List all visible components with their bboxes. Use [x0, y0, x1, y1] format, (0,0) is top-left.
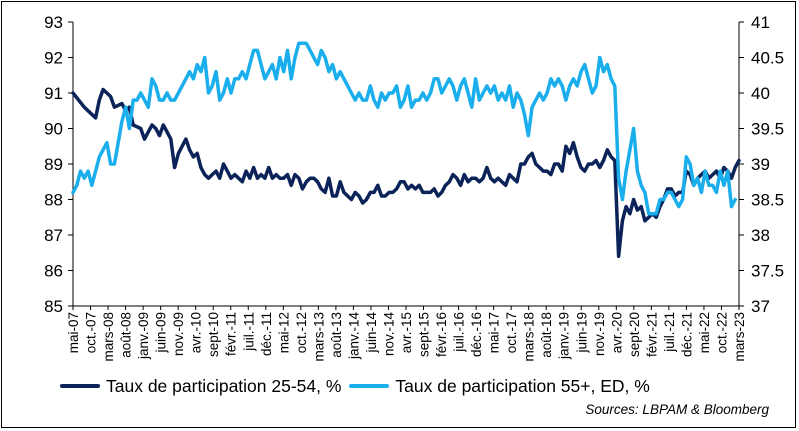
x-tick-label: janv.-19 — [557, 312, 572, 360]
y-left-tick-label: 90 — [44, 120, 63, 139]
legend-label-55plus: Taux de participation 55+, ED, % — [395, 375, 650, 396]
x-tick-label: oct.-22 — [714, 312, 729, 353]
y-left-tick-label: 93 — [44, 13, 63, 32]
x-tick-label: févr.-16 — [434, 312, 449, 357]
y-right-tick-label: 37.5 — [751, 262, 784, 281]
x-tick-label: juil.-16 — [452, 312, 467, 353]
legend-label-25-54: Taux de participation 25-54, % — [106, 375, 342, 396]
x-tick-label: déc.-21 — [679, 312, 694, 357]
y-right-tick-label: 40 — [751, 84, 770, 103]
x-tick-label: sept-15 — [417, 312, 432, 357]
x-tick-label: juin-09 — [154, 312, 169, 354]
legend-item-25-54: Taux de participation 25-54, % — [60, 376, 341, 397]
x-tick-label: déc.-16 — [469, 312, 484, 357]
source-note: Sources: LBPAM & Bloomberg — [585, 402, 769, 417]
x-tick-label: déc.-11 — [259, 312, 274, 356]
x-tick-label: mars-18 — [522, 312, 537, 362]
legend-swatch-55plus — [349, 384, 390, 388]
x-tick-label: janv.-14 — [346, 312, 361, 361]
x-tick-label: avr.-20 — [609, 312, 624, 353]
x-tick-label: mai-07 — [66, 312, 81, 353]
x-tick-label: mai-17 — [487, 312, 502, 353]
y-right-tick-label: 41 — [751, 13, 770, 32]
x-tick-label: févr.-11 — [224, 312, 239, 356]
x-tick-label: sept-10 — [206, 312, 221, 357]
series-line-55plus — [71, 41, 737, 216]
x-tick-label: août-08 — [119, 312, 134, 358]
series-line-25-54 — [71, 87, 741, 259]
x-tick-label: mars-23 — [732, 312, 747, 362]
chart-series — [71, 41, 741, 259]
x-tick-label: avr.-15 — [399, 312, 414, 353]
x-tick-label: juil.-11 — [241, 312, 256, 352]
x-tick-label: août-18 — [539, 312, 554, 358]
x-tick-label: janv.-09 — [136, 312, 151, 360]
x-tick-label: févr.-21 — [644, 312, 659, 357]
y-left-tick-label: 88 — [44, 191, 63, 210]
y-left-tick-label: 86 — [44, 262, 63, 281]
legend-swatch-25-54 — [60, 384, 100, 388]
y-right-tick-label: 38 — [751, 226, 770, 245]
chart-axes: 85 86 87 88 89 90 91 92 93 37 37.5 38 38.5 39 39.5 40 40… — [44, 13, 784, 362]
y-left-tick-label: 87 — [44, 226, 63, 245]
x-tick-label: oct.-17 — [504, 312, 519, 353]
x-tick-label: avr.-10 — [189, 312, 204, 353]
x-tick-label: mars-08 — [101, 312, 116, 362]
y-right-tick-label: 37 — [751, 297, 770, 316]
chart-legend: Taux de participation 25-54, % Taux de p… — [60, 376, 658, 396]
y-left-tick-label: 85 — [44, 297, 63, 316]
y-left-tick-label: 92 — [44, 49, 63, 68]
x-tick-label: nov.-14 — [381, 312, 396, 357]
x-tick-label: juin-14 — [364, 312, 379, 354]
y-right-tick-label: 40.5 — [751, 49, 784, 68]
x-tick-label: juin-19 — [574, 312, 589, 354]
y-right-tick-label: 39.5 — [751, 120, 784, 139]
x-tick-label: mai-12 — [276, 312, 291, 353]
y-left-tick-label: 89 — [44, 155, 63, 174]
x-tick-label: sept-20 — [627, 312, 642, 357]
y-right-tick-label: 38.5 — [751, 191, 784, 210]
x-tick-label: oct.-07 — [84, 312, 99, 353]
y-right-tick-label: 39 — [751, 155, 770, 174]
x-tick-label: mars-13 — [311, 312, 326, 362]
x-tick-label: mai-22 — [697, 312, 712, 353]
x-tick-label: août-13 — [329, 312, 344, 358]
x-tick-label: oct.-12 — [294, 312, 309, 353]
x-tick-label: nov.-09 — [171, 312, 186, 356]
y-left-tick-label: 91 — [44, 84, 63, 103]
x-tick-label: juil.-21 — [662, 312, 677, 353]
legend-item-55plus: Taux de participation 55+, ED, % — [349, 375, 650, 397]
x-tick-label: nov.-19 — [592, 312, 607, 356]
